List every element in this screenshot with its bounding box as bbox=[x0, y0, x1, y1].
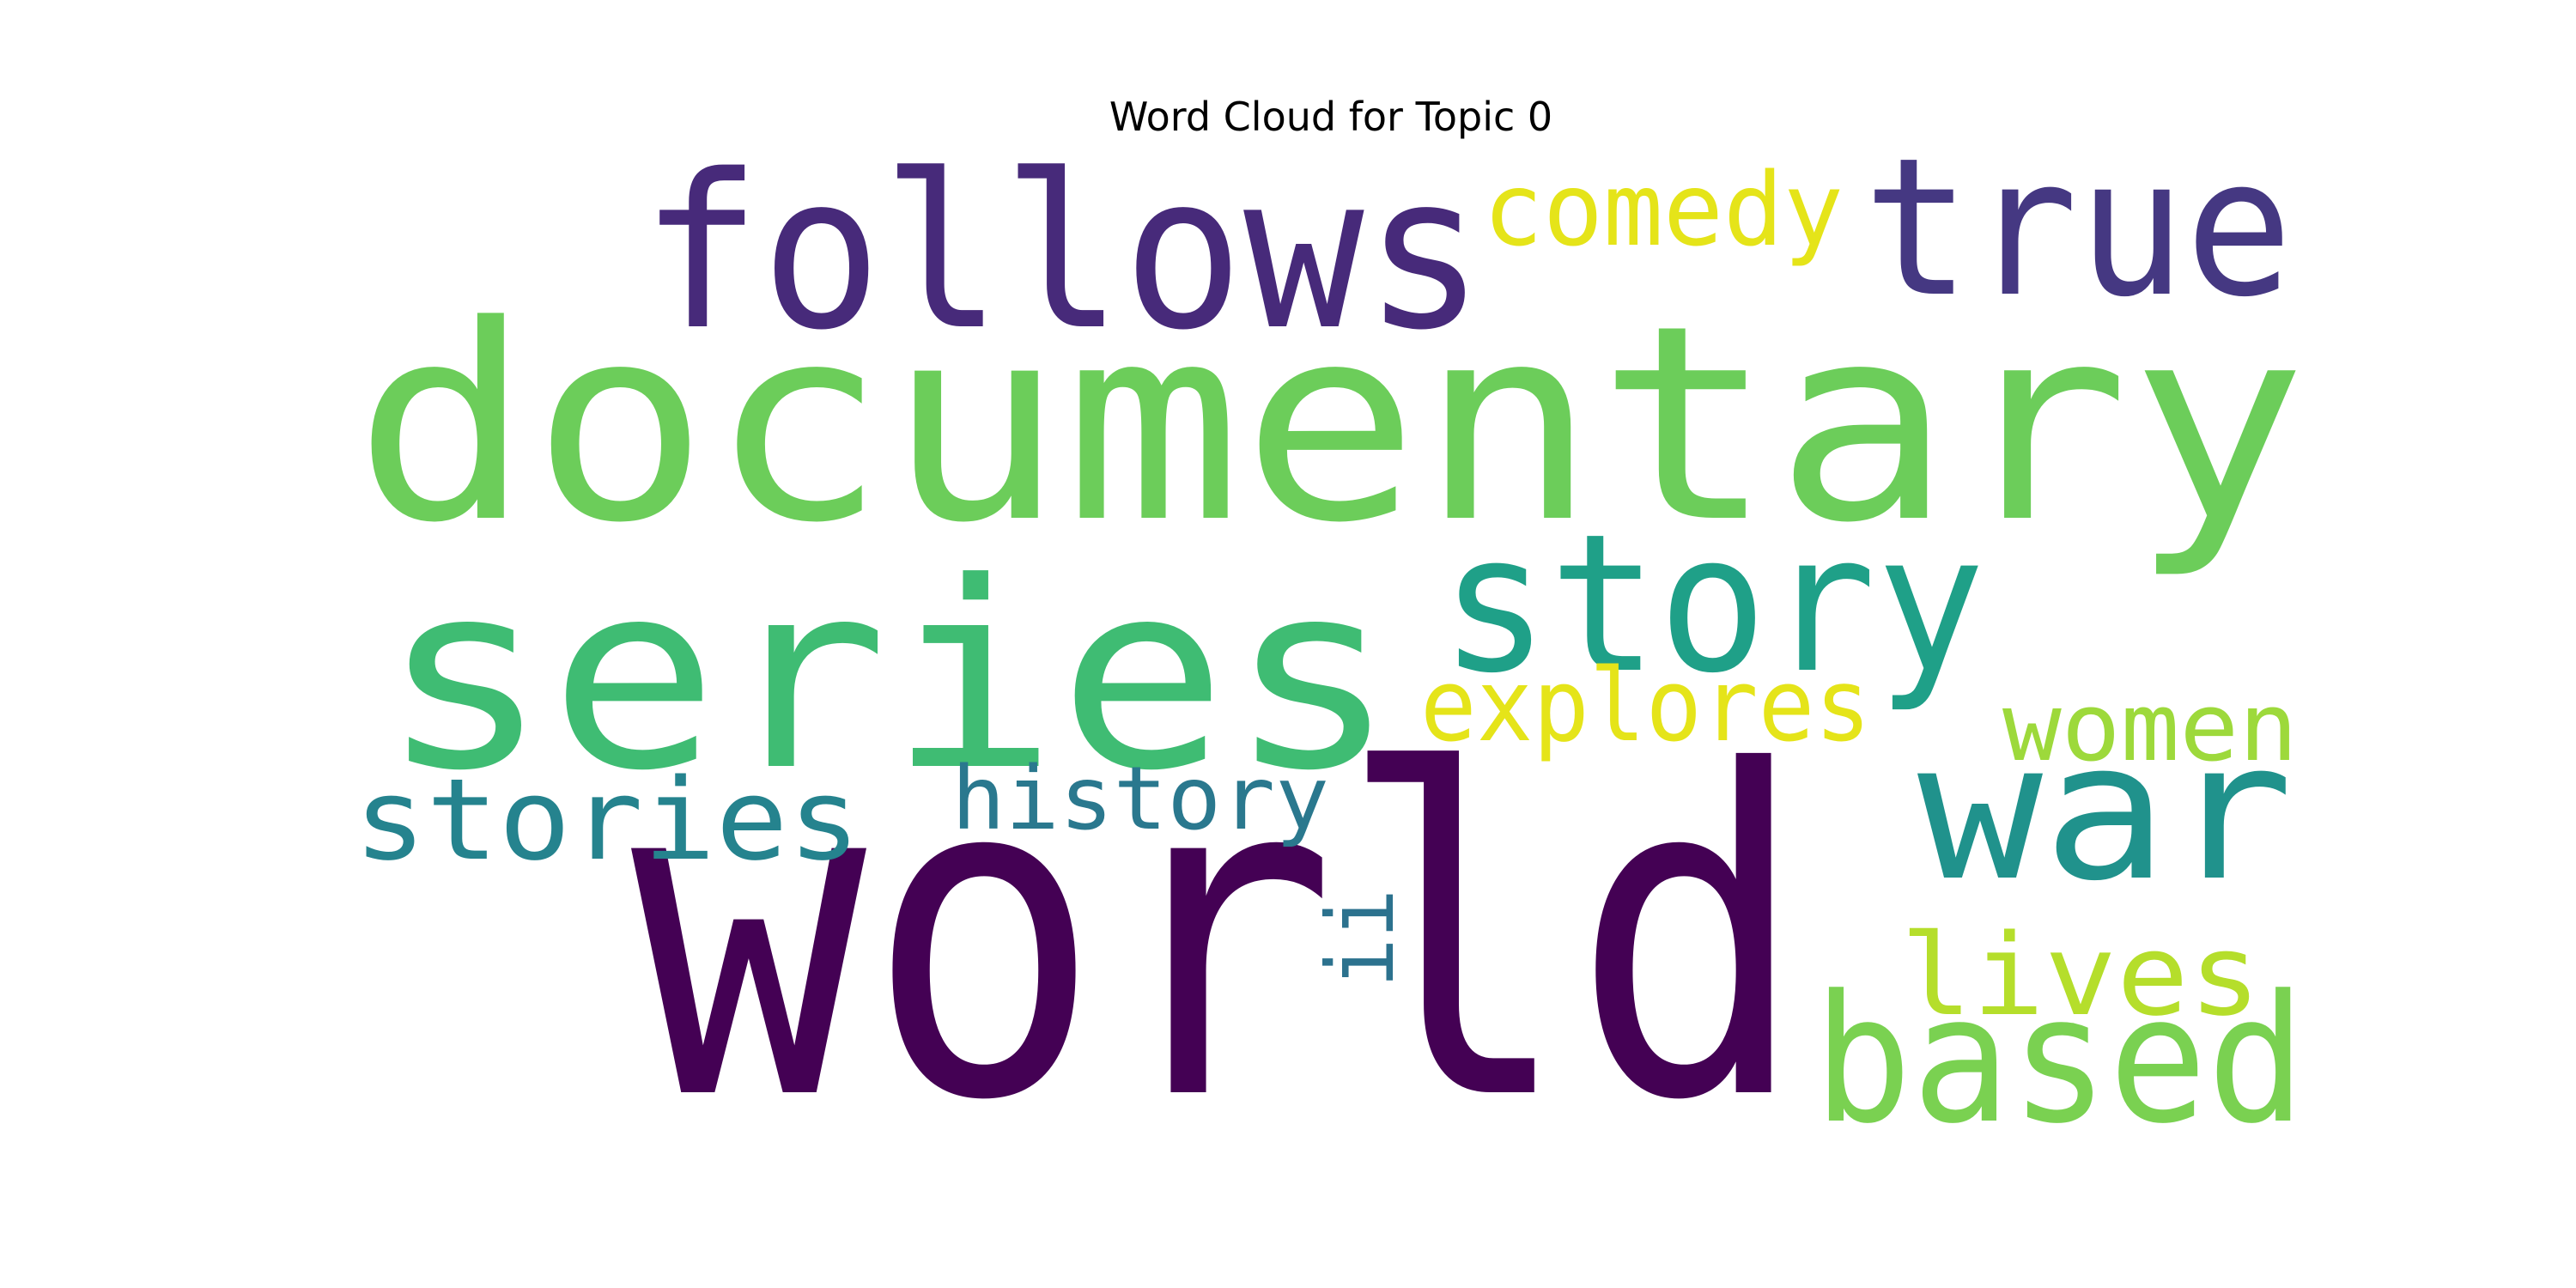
word-series: series bbox=[380, 527, 1397, 827]
word-based: based bbox=[1814, 958, 2306, 1163]
word-explores: explores bbox=[1420, 647, 1871, 764]
word-true: true bbox=[1863, 118, 2293, 339]
chart-title: Word Cloud for Topic 0 bbox=[1109, 94, 1552, 140]
word-documentary: documentary bbox=[354, 269, 2307, 582]
word-ii: ii bbox=[1308, 889, 1415, 987]
word-stories: stories bbox=[354, 754, 860, 885]
word-history: history bbox=[951, 748, 1329, 850]
word-women: women bbox=[2002, 672, 2298, 782]
word-world: world bbox=[631, 677, 1807, 1198]
word-follows: follows bbox=[641, 130, 1485, 377]
word-comedy: comedy bbox=[1483, 150, 1844, 269]
word-lives: lives bbox=[1900, 909, 2261, 1041]
word-war: war bbox=[1917, 702, 2293, 923]
word-story: story bbox=[1440, 494, 1985, 715]
